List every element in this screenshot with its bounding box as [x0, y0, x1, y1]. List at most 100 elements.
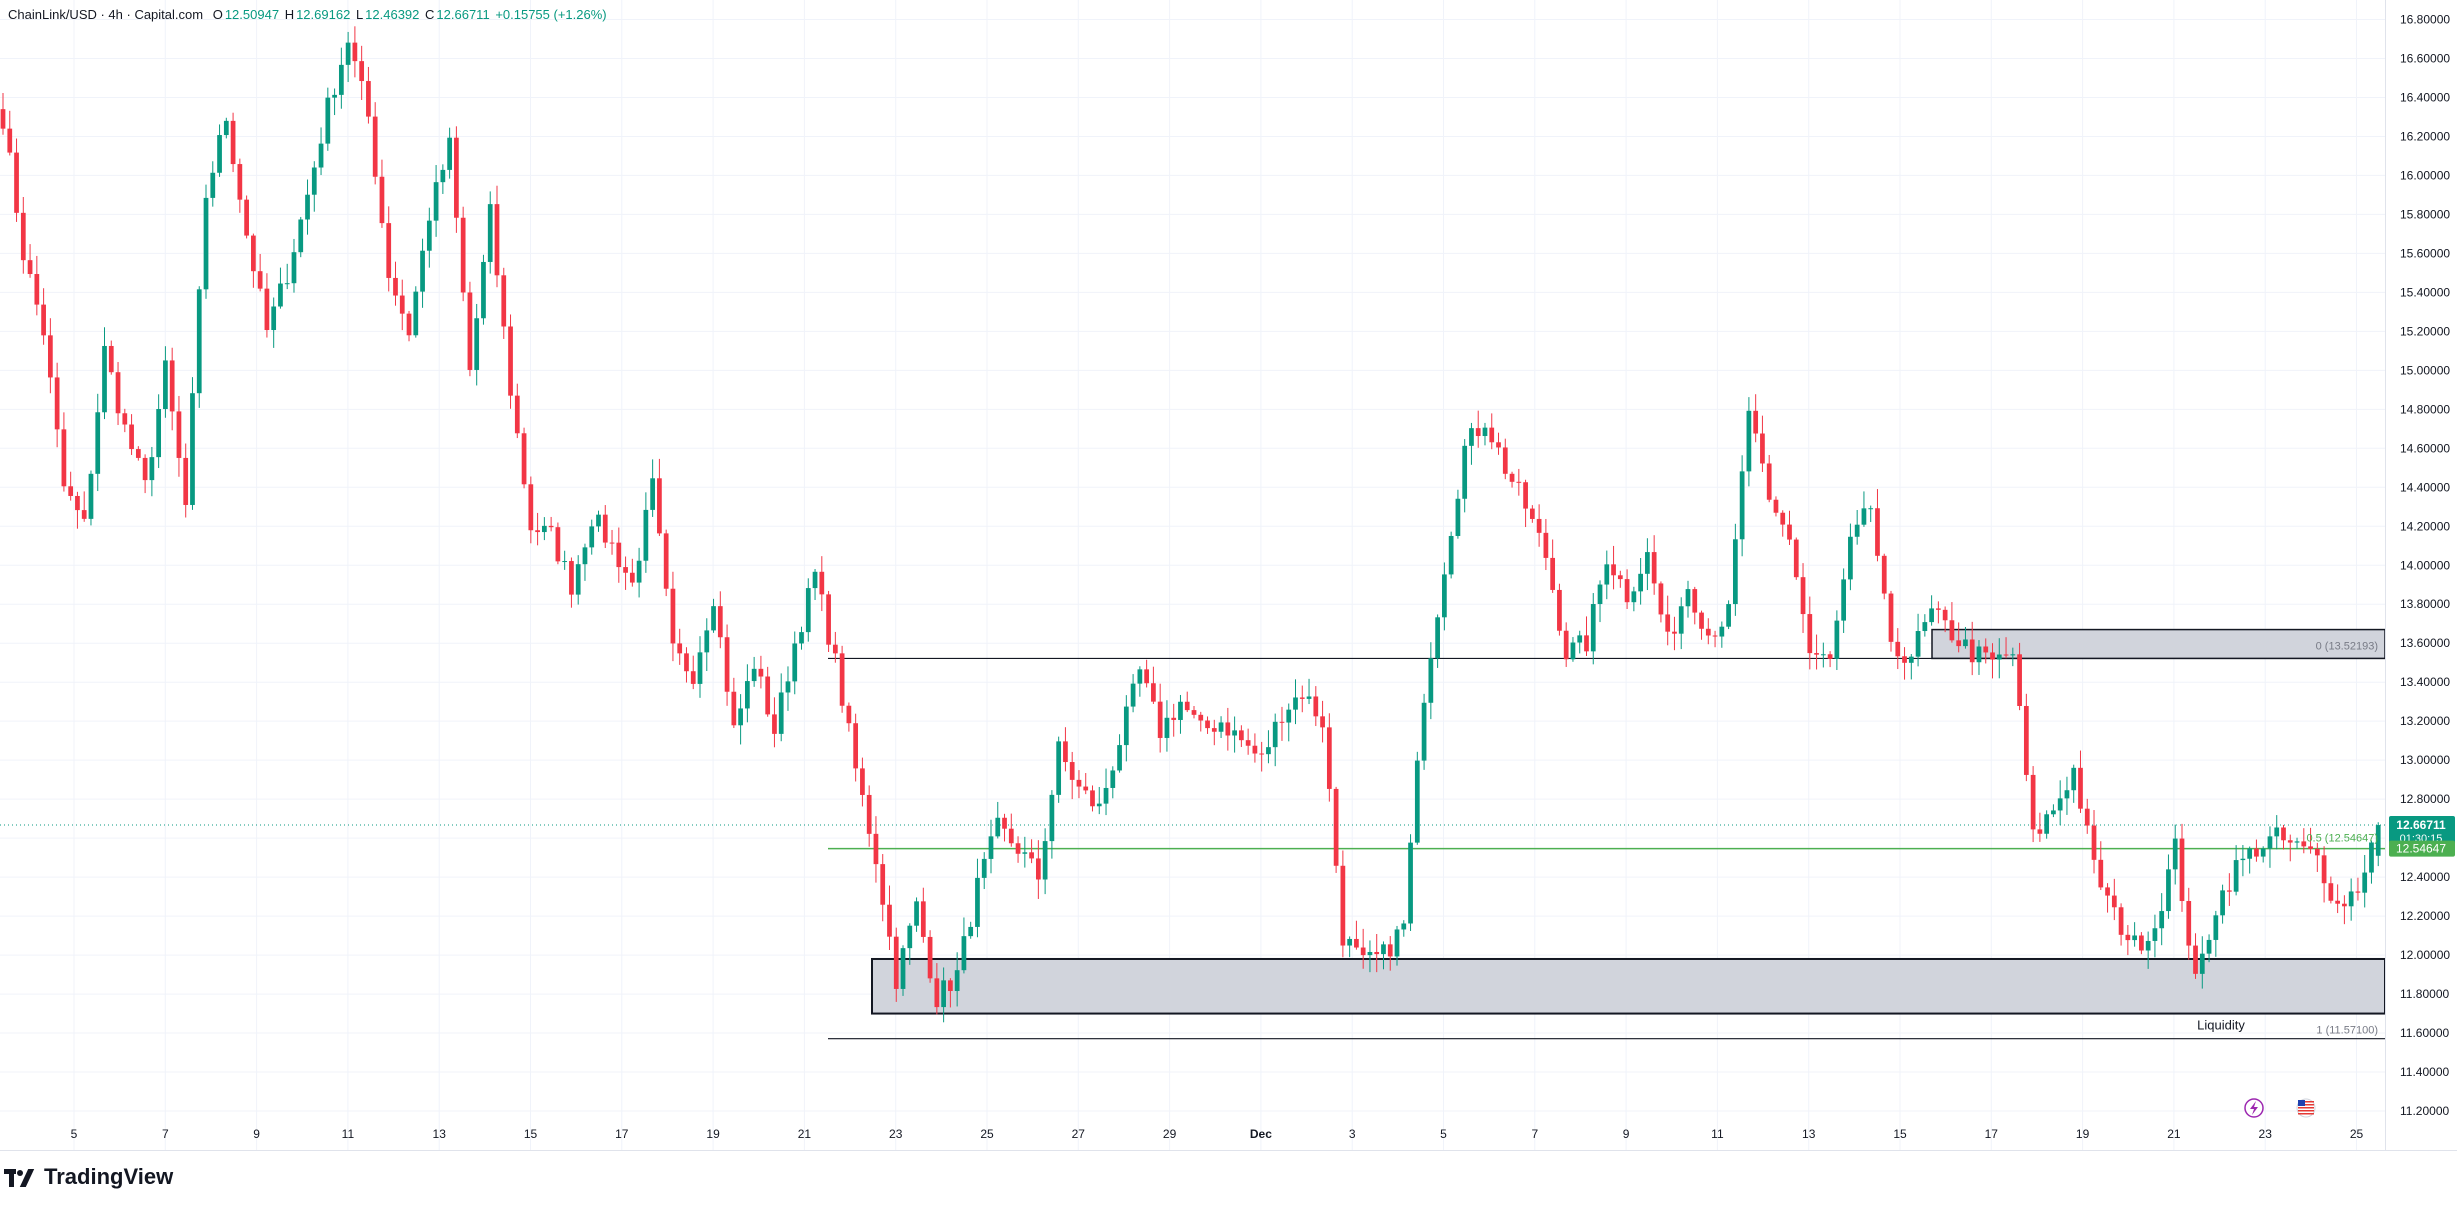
candle[interactable]	[1875, 489, 1880, 562]
candle[interactable]	[20, 196, 26, 274]
candle[interactable]	[1272, 713, 1278, 767]
candle[interactable]	[684, 647, 689, 683]
candle[interactable]	[1455, 489, 1461, 539]
candle[interactable]	[2369, 840, 2374, 884]
candle[interactable]	[1347, 936, 1353, 958]
candle[interactable]	[1198, 711, 1204, 732]
candle[interactable]	[271, 297, 277, 348]
candle[interactable]	[2287, 834, 2293, 862]
candle[interactable]	[2030, 766, 2036, 843]
candle[interactable]	[2294, 837, 2300, 849]
candle[interactable]	[1076, 770, 1082, 799]
candle[interactable]	[1678, 597, 1684, 650]
candle[interactable]	[2132, 922, 2137, 947]
candle[interactable]	[643, 492, 649, 573]
candle[interactable]	[1719, 621, 1725, 648]
candle[interactable]	[826, 590, 831, 652]
candle[interactable]	[2057, 780, 2063, 826]
candle[interactable]	[298, 216, 304, 258]
candle[interactable]	[1482, 422, 1488, 446]
candle[interactable]	[1895, 628, 1901, 670]
candle[interactable]	[1516, 468, 1522, 496]
candle[interactable]	[135, 446, 141, 461]
candle[interactable]	[1164, 700, 1170, 752]
candle[interactable]	[893, 927, 899, 1002]
candle[interactable]	[2078, 750, 2083, 813]
candle[interactable]	[1029, 839, 1034, 864]
candle[interactable]	[2308, 827, 2313, 854]
candle[interactable]	[1232, 716, 1237, 753]
candle[interactable]	[1428, 642, 1434, 720]
candle[interactable]	[738, 694, 743, 745]
candle[interactable]	[1042, 828, 1048, 895]
candle[interactable]	[521, 427, 527, 489]
candle[interactable]	[2179, 823, 2185, 912]
candle[interactable]	[873, 816, 879, 883]
candle[interactable]	[887, 885, 892, 951]
candle[interactable]	[48, 318, 53, 394]
candle[interactable]	[2152, 914, 2158, 958]
candle[interactable]	[183, 443, 189, 518]
candle[interactable]	[2355, 877, 2361, 901]
candle[interactable]	[1746, 397, 1752, 487]
candle[interactable]	[1841, 568, 1847, 633]
candle[interactable]	[1117, 734, 1122, 773]
candle[interactable]	[2091, 810, 2097, 874]
candle[interactable]	[1469, 422, 1474, 465]
candle[interactable]	[765, 666, 771, 717]
candle[interactable]	[1577, 630, 1583, 654]
candle[interactable]	[1462, 439, 1468, 513]
candle[interactable]	[1313, 686, 1319, 727]
candle[interactable]	[2328, 876, 2334, 904]
candle[interactable]	[460, 206, 466, 302]
candle[interactable]	[508, 314, 513, 409]
tradingview-logo[interactable]: TradingView	[4, 1164, 173, 1190]
candle[interactable]	[772, 697, 777, 748]
candle[interactable]	[1096, 786, 1102, 815]
time-axis[interactable]: 5 7 9 11 13 15 17 19 21 23 25 27 29 Dec 3 5 7 9 11 13 15 17 19…	[71, 1127, 2364, 1141]
candle[interactable]	[2125, 925, 2131, 956]
candle[interactable]	[2166, 854, 2171, 919]
candle[interactable]	[1969, 621, 1975, 676]
candle[interactable]	[1705, 618, 1711, 645]
candle[interactable]	[832, 631, 838, 663]
candle[interactable]	[1374, 933, 1380, 973]
candle[interactable]	[968, 921, 974, 939]
candle[interactable]	[636, 547, 642, 598]
candle[interactable]	[711, 598, 716, 633]
candle[interactable]	[2186, 887, 2192, 960]
candle[interactable]	[1496, 432, 1501, 455]
candle[interactable]	[562, 550, 568, 570]
candle[interactable]	[650, 459, 656, 517]
candle[interactable]	[1590, 593, 1596, 665]
candle[interactable]	[2348, 878, 2354, 921]
candle[interactable]	[1259, 741, 1265, 772]
candle[interactable]	[1523, 479, 1528, 528]
candle[interactable]	[1848, 523, 1853, 591]
candle[interactable]	[1326, 713, 1332, 802]
candle[interactable]	[1151, 666, 1156, 704]
candle[interactable]	[1536, 504, 1542, 547]
candle[interactable]	[1401, 920, 1407, 937]
candle[interactable]	[846, 702, 852, 732]
candle[interactable]	[1489, 413, 1495, 450]
candle[interactable]	[1651, 535, 1657, 595]
candle[interactable]	[2314, 842, 2320, 872]
candle[interactable]	[102, 327, 107, 420]
candle[interactable]	[1293, 679, 1298, 725]
candle[interactable]	[1861, 491, 1867, 527]
candle[interactable]	[1726, 600, 1731, 630]
candle[interactable]	[981, 852, 987, 890]
candle[interactable]	[1218, 716, 1224, 739]
candle[interactable]	[1394, 925, 1400, 966]
candle[interactable]	[2362, 854, 2368, 908]
candle[interactable]	[163, 346, 168, 418]
candle[interactable]	[501, 267, 507, 339]
candle[interactable]	[2335, 884, 2340, 914]
candle[interactable]	[839, 645, 845, 713]
candle[interactable]	[1800, 563, 1806, 633]
candle[interactable]	[352, 26, 358, 78]
candle[interactable]	[1509, 471, 1515, 488]
candle[interactable]	[156, 394, 162, 469]
